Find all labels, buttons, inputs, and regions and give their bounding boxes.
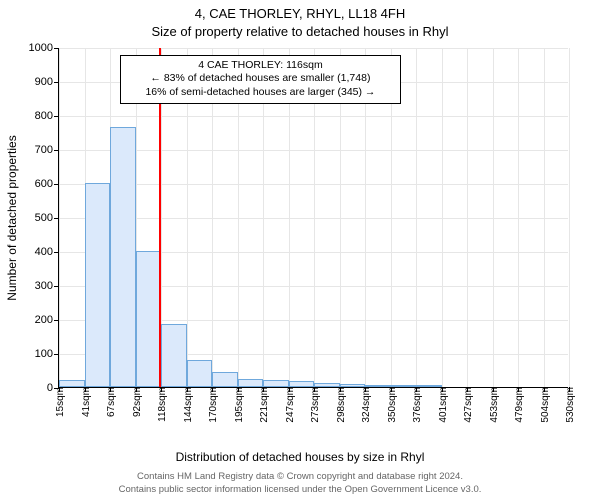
xtick-label: 273sqm [310,387,321,423]
histogram-bar [238,379,264,388]
xtick-label: 41sqm [81,387,92,417]
ytick-label: 700 [35,144,59,156]
annotation-box: 4 CAE THORLEY: 116sqm← 83% of detached h… [120,55,401,104]
xtick-label: 479sqm [514,387,525,423]
xtick-label: 92sqm [132,387,143,417]
xtick-label: 195sqm [234,387,245,423]
footer-line-2: Contains public sector information licen… [0,484,600,496]
footer-line-1: Contains HM Land Registry data © Crown c… [0,471,600,483]
histogram-bar [59,380,85,387]
gridline-v [59,48,60,387]
xtick-label: 376sqm [412,387,423,423]
xtick-label: 504sqm [540,387,551,423]
gridline-v [467,48,468,387]
histogram-bar [187,360,213,387]
annotation-line: 4 CAE THORLEY: 116sqm [127,59,394,73]
histogram-bar [263,380,289,387]
gridline-v [416,48,417,387]
xtick-label: 453sqm [489,387,500,423]
xtick-label: 144sqm [183,387,194,423]
histogram-bar [416,385,442,387]
ytick-label: 900 [35,76,59,88]
gridline-v [518,48,519,387]
ytick-label: 100 [35,348,59,360]
gridline-v [544,48,545,387]
xtick-label: 15sqm [55,387,66,417]
chart-title-main: 4, CAE THORLEY, RHYL, LL18 4FH [0,6,600,21]
ytick-label: 500 [35,212,59,224]
histogram-bar [161,324,187,387]
xtick-label: 247sqm [285,387,296,423]
chart-title-sub: Size of property relative to detached ho… [0,24,600,39]
x-axis-label: Distribution of detached houses by size … [0,450,600,464]
gridline-v [493,48,494,387]
histogram-bar [365,385,391,387]
ytick-label: 300 [35,280,59,292]
annotation-line: 16% of semi-detached houses are larger (… [127,86,394,100]
histogram-bar [289,381,315,387]
xtick-label: 298sqm [336,387,347,423]
plot-inner: 0100200300400500600700800900100015sqm41s… [58,48,568,388]
xtick-label: 67sqm [106,387,117,417]
xtick-label: 324sqm [361,387,372,423]
histogram-bar [212,372,238,387]
histogram-bar [314,383,340,387]
ytick-label: 200 [35,314,59,326]
ytick-label: 1000 [29,42,59,54]
gridline-v [442,48,443,387]
chart-footer: Contains HM Land Registry data © Crown c… [0,471,600,496]
plot-area: 0100200300400500600700800900100015sqm41s… [58,48,568,388]
histogram-bar [340,384,366,387]
property-size-chart: 4, CAE THORLEY, RHYL, LL18 4FH Size of p… [0,0,600,500]
annotation-line: ← 83% of detached houses are smaller (1,… [127,72,394,86]
xtick-label: 350sqm [387,387,398,423]
y-axis-label: Number of detached properties [5,53,19,218]
histogram-bar [85,183,111,387]
xtick-label: 170sqm [208,387,219,423]
ytick-label: 600 [35,178,59,190]
gridline-v [569,48,570,387]
xtick-label: 221sqm [259,387,270,423]
xtick-label: 401sqm [438,387,449,423]
ytick-label: 800 [35,110,59,122]
histogram-bar [136,251,162,387]
xtick-label: 530sqm [565,387,576,423]
histogram-bar [391,385,417,387]
xtick-label: 427sqm [463,387,474,423]
ytick-label: 400 [35,246,59,258]
histogram-bar [110,127,136,387]
xtick-label: 118sqm [157,387,168,422]
